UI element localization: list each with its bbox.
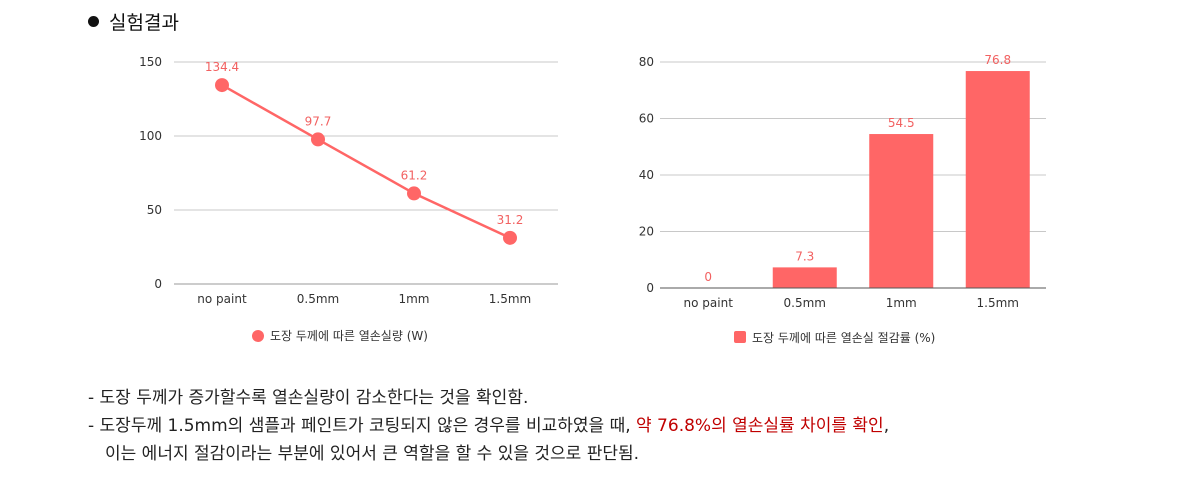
data-label: 76.8 xyxy=(984,53,1011,67)
x-tick-label: no paint xyxy=(197,292,247,306)
note-line-1: - 도장 두께가 증가할수록 열손실량이 감소한다는 것을 확인함. xyxy=(88,388,529,408)
note-highlight: 약 76.8%의 열손실률 차이를 확인 xyxy=(636,416,884,436)
legend-marker xyxy=(252,330,264,342)
x-tick-label: 1mm xyxy=(886,296,917,310)
y-tick-label: 0 xyxy=(154,277,162,291)
x-tick-label: 0.5mm xyxy=(784,296,826,310)
data-label: 7.3 xyxy=(795,249,814,263)
y-tick-label: 50 xyxy=(147,203,162,217)
result-notes: - 도장 두께가 증가할수록 열손실량이 감소한다는 것을 확인함. - 도장두… xyxy=(88,384,889,468)
series-line xyxy=(221,84,511,239)
y-tick-label: 60 xyxy=(639,112,654,126)
y-tick-label: 20 xyxy=(639,225,654,239)
x-tick-label: 1.5mm xyxy=(489,292,531,306)
bar xyxy=(869,134,934,288)
y-tick-label: 100 xyxy=(139,129,162,143)
data-label: 0 xyxy=(704,270,712,284)
section-title: 실험결과 xyxy=(109,12,179,34)
x-tick-label: no paint xyxy=(684,296,734,310)
bar xyxy=(772,267,837,288)
y-tick-label: 40 xyxy=(639,168,654,182)
data-point xyxy=(311,132,325,147)
legend-label: 도장 두께에 따른 열손실 절감률 (%) xyxy=(752,331,935,345)
note-line-2-suffix: , xyxy=(883,416,890,436)
heat-loss-line-chart: 0 50 100 150 no paint 0.5mm 1mm 1.5mm 134.4 97.7 6… xyxy=(139,55,558,343)
data-point xyxy=(407,186,421,201)
x-tick-label: 1.5mm xyxy=(977,296,1019,310)
y-tick-label: 80 xyxy=(639,55,654,69)
data-label: 97.7 xyxy=(305,114,332,128)
legend-marker xyxy=(734,331,746,343)
x-tick-label: 1mm xyxy=(398,292,429,306)
note-line-2: - 도장두께 1.5mm의 샘플과 페인트가 코팅되지 않은 경우를 비교하였을… xyxy=(88,412,889,440)
bullet-icon xyxy=(88,16,99,27)
legend-label: 도장 두께에 따른 열손실량 (W) xyxy=(270,329,428,343)
data-point xyxy=(503,230,517,245)
data-point xyxy=(215,78,229,93)
data-label: 61.2 xyxy=(401,168,428,182)
y-tick-label: 150 xyxy=(139,55,162,69)
note-line-3: 이는 에너지 절감이라는 부분에 있어서 큰 역할을 할 수 있을 것으로 판단… xyxy=(105,444,640,464)
data-label: 134.4 xyxy=(205,60,239,74)
bar xyxy=(965,71,1030,288)
section-header: 실험결과 xyxy=(88,8,179,35)
x-tick-label: 0.5mm xyxy=(297,292,339,306)
data-label: 31.2 xyxy=(497,213,524,227)
y-tick-label: 0 xyxy=(646,281,654,295)
note-line-2-prefix: - 도장두께 1.5mm의 샘플과 페인트가 코팅되지 않은 경우를 비교하였을… xyxy=(88,416,637,436)
heat-loss-reduction-bar-chart: 0 20 40 60 80 0 7.3 54.5 76.8 no paint 0.5mm 1mm 1.5… xyxy=(639,53,1046,345)
data-label: 54.5 xyxy=(888,116,915,130)
